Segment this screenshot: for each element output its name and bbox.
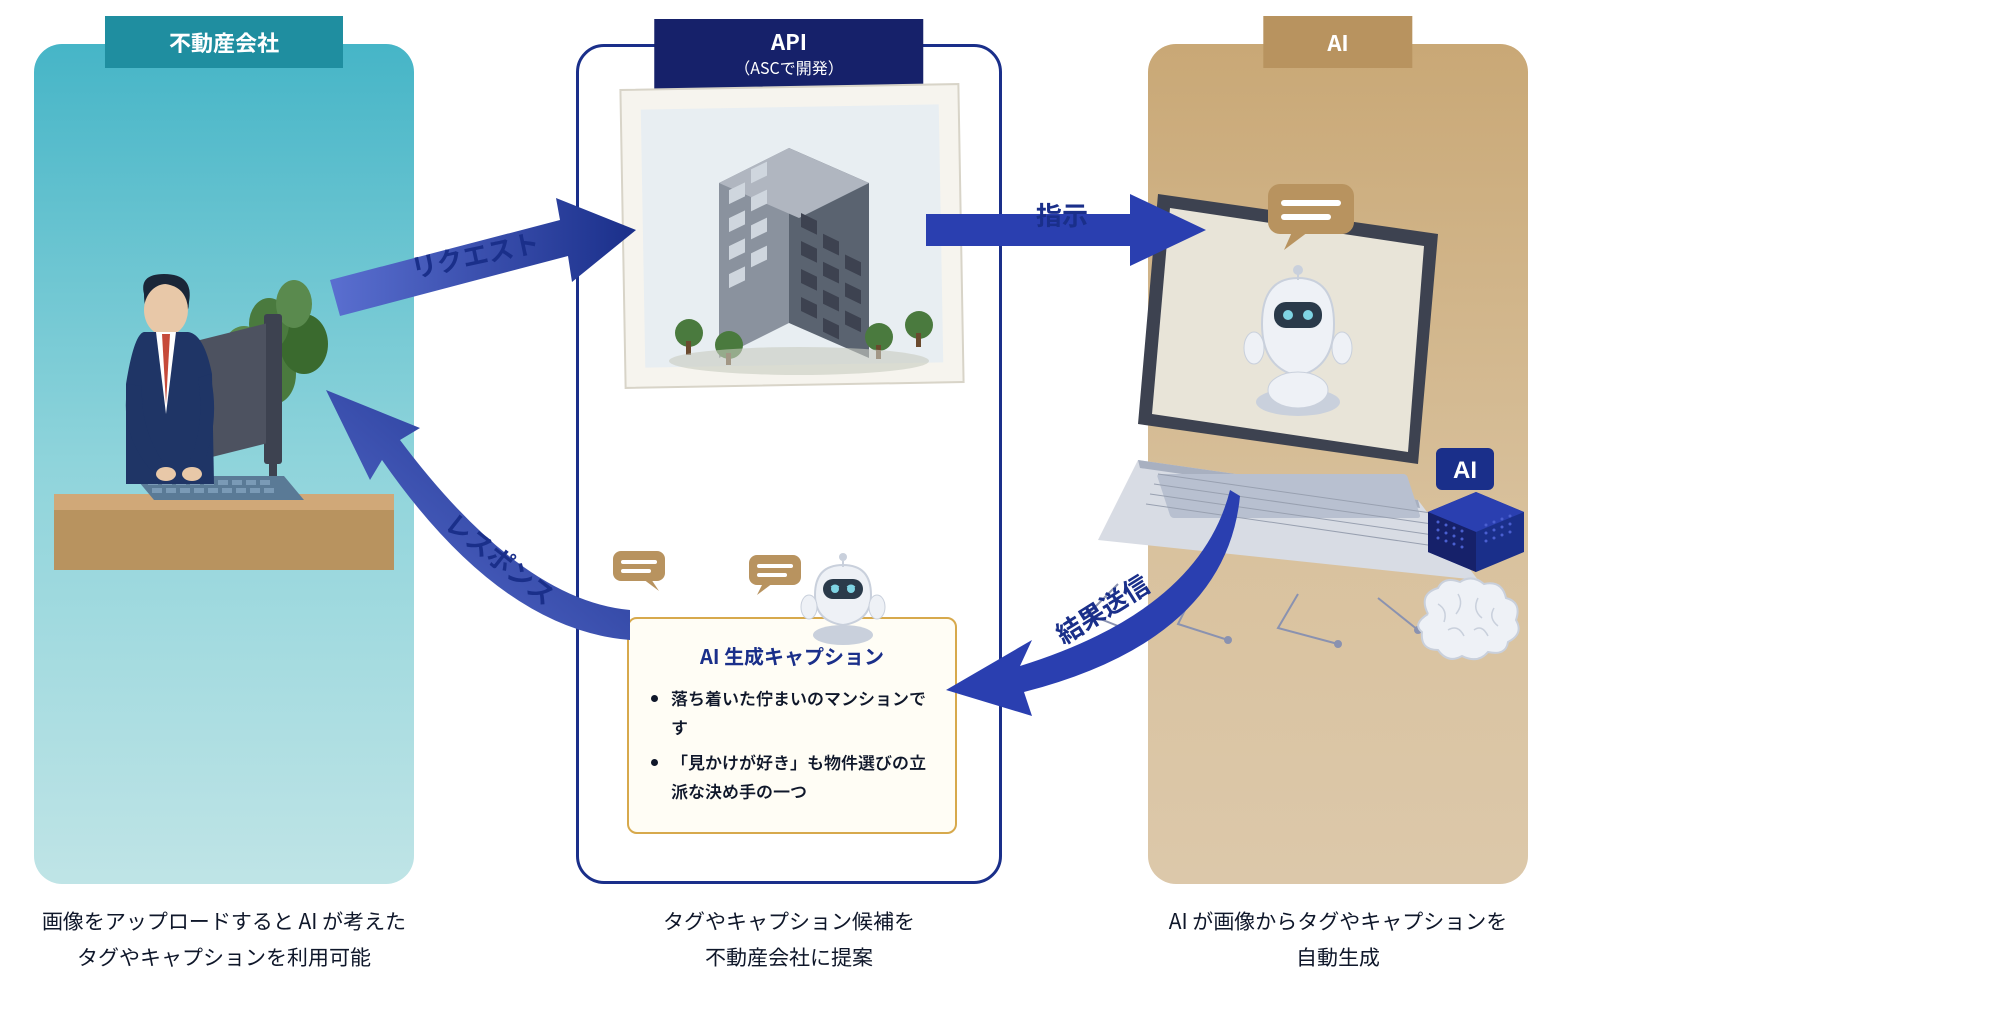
badge-api-subtitle: （ASCで開発） bbox=[734, 55, 843, 79]
badge-real-estate: 不動産会社 bbox=[105, 16, 343, 68]
label-instruct: 指示 bbox=[1036, 196, 1088, 233]
caption-card-item: 「見かけが好き」も物件選びの立派な決め手の一つ bbox=[671, 748, 935, 806]
panel-ai: AI bbox=[1148, 44, 1528, 884]
brain-icon bbox=[1408, 574, 1528, 664]
speech-bubble-icon bbox=[747, 553, 807, 597]
caption-right: AI が画像からタグやキャプションを自動生成 bbox=[1148, 904, 1528, 975]
caption-card-title: AI 生成キャプション bbox=[649, 641, 935, 670]
badge-ai: AI bbox=[1263, 16, 1412, 68]
badge-api-title: API bbox=[771, 25, 807, 57]
badge-api: API （ASCで開発） bbox=[654, 19, 923, 89]
caption-card-list: 落ち着いた佇まいのマンションです 「見かけが好き」も物件選びの立派な決め手の一つ bbox=[649, 684, 935, 806]
illustration-building-photo bbox=[619, 83, 965, 389]
caption-mid: タグやキャプション候補を不動産会社に提案 bbox=[576, 904, 1002, 975]
ai-box-icon: AI bbox=[1428, 444, 1524, 574]
caption-card: AI 生成キャプション 落ち着いた佇まいのマンションです 「見かけが好き」も物件… bbox=[627, 617, 957, 834]
caption-card-item: 落ち着いた佇まいのマンションです bbox=[671, 684, 935, 742]
caption-left: 画像をアップロードすると AI が考えたタグやキャプションを利用可能 bbox=[34, 904, 414, 975]
ai-box-label: AI bbox=[1453, 457, 1477, 484]
